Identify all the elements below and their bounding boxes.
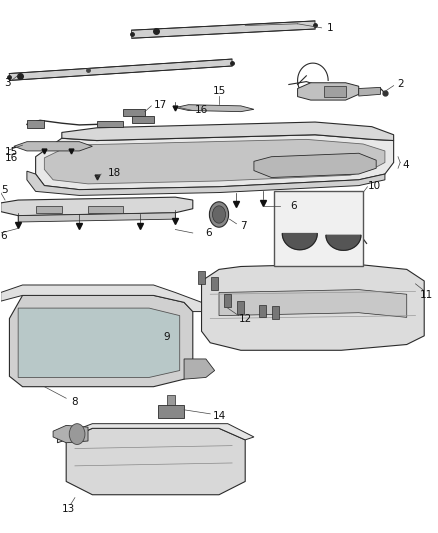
Polygon shape: [326, 235, 361, 251]
Polygon shape: [62, 122, 394, 141]
Polygon shape: [132, 116, 153, 123]
Polygon shape: [211, 277, 218, 289]
Text: 10: 10: [368, 181, 381, 191]
Text: 2: 2: [397, 79, 403, 90]
Text: 15: 15: [5, 147, 18, 157]
Polygon shape: [18, 308, 180, 377]
Polygon shape: [66, 429, 245, 495]
Text: 6: 6: [205, 228, 212, 238]
Polygon shape: [27, 120, 44, 128]
Polygon shape: [35, 135, 394, 190]
Polygon shape: [44, 139, 385, 184]
Text: 1: 1: [327, 23, 334, 34]
Text: 4: 4: [403, 160, 409, 171]
Polygon shape: [297, 83, 359, 100]
Text: 13: 13: [62, 504, 75, 514]
Text: 12: 12: [239, 313, 252, 324]
Polygon shape: [224, 294, 231, 307]
Circle shape: [212, 206, 226, 223]
Polygon shape: [53, 425, 88, 443]
Bar: [274, 191, 363, 266]
Polygon shape: [123, 109, 145, 116]
Circle shape: [69, 424, 85, 445]
Polygon shape: [198, 271, 205, 284]
Text: 6: 6: [290, 201, 297, 211]
Polygon shape: [97, 121, 123, 127]
Polygon shape: [35, 206, 62, 213]
Text: 3: 3: [4, 78, 11, 88]
Text: 9: 9: [163, 332, 170, 342]
Polygon shape: [259, 305, 266, 317]
Polygon shape: [57, 424, 254, 443]
Polygon shape: [10, 295, 193, 386]
Polygon shape: [359, 87, 381, 96]
Polygon shape: [166, 395, 175, 405]
Circle shape: [209, 202, 229, 227]
Polygon shape: [14, 142, 92, 151]
Polygon shape: [27, 171, 385, 196]
Polygon shape: [254, 154, 376, 177]
Polygon shape: [1, 197, 193, 216]
Polygon shape: [88, 206, 123, 213]
Text: 16: 16: [195, 106, 208, 116]
Text: 17: 17: [154, 100, 168, 110]
Text: 14: 14: [212, 410, 226, 421]
Polygon shape: [201, 264, 424, 350]
Polygon shape: [219, 289, 407, 317]
Polygon shape: [131, 21, 315, 38]
Polygon shape: [18, 213, 175, 222]
Polygon shape: [237, 301, 244, 314]
Text: 7: 7: [240, 221, 246, 231]
Text: 16: 16: [5, 153, 18, 163]
Polygon shape: [324, 86, 346, 97]
Text: 8: 8: [71, 397, 78, 407]
Polygon shape: [272, 306, 279, 319]
Text: 18: 18: [108, 168, 121, 178]
Text: 15: 15: [212, 86, 226, 96]
Polygon shape: [184, 359, 215, 379]
Text: 11: 11: [420, 290, 433, 301]
Polygon shape: [158, 405, 184, 418]
Text: 6: 6: [1, 231, 7, 241]
Text: 5: 5: [1, 184, 7, 195]
Polygon shape: [9, 59, 232, 80]
Polygon shape: [1, 285, 201, 312]
Polygon shape: [283, 233, 317, 250]
Polygon shape: [175, 104, 254, 111]
